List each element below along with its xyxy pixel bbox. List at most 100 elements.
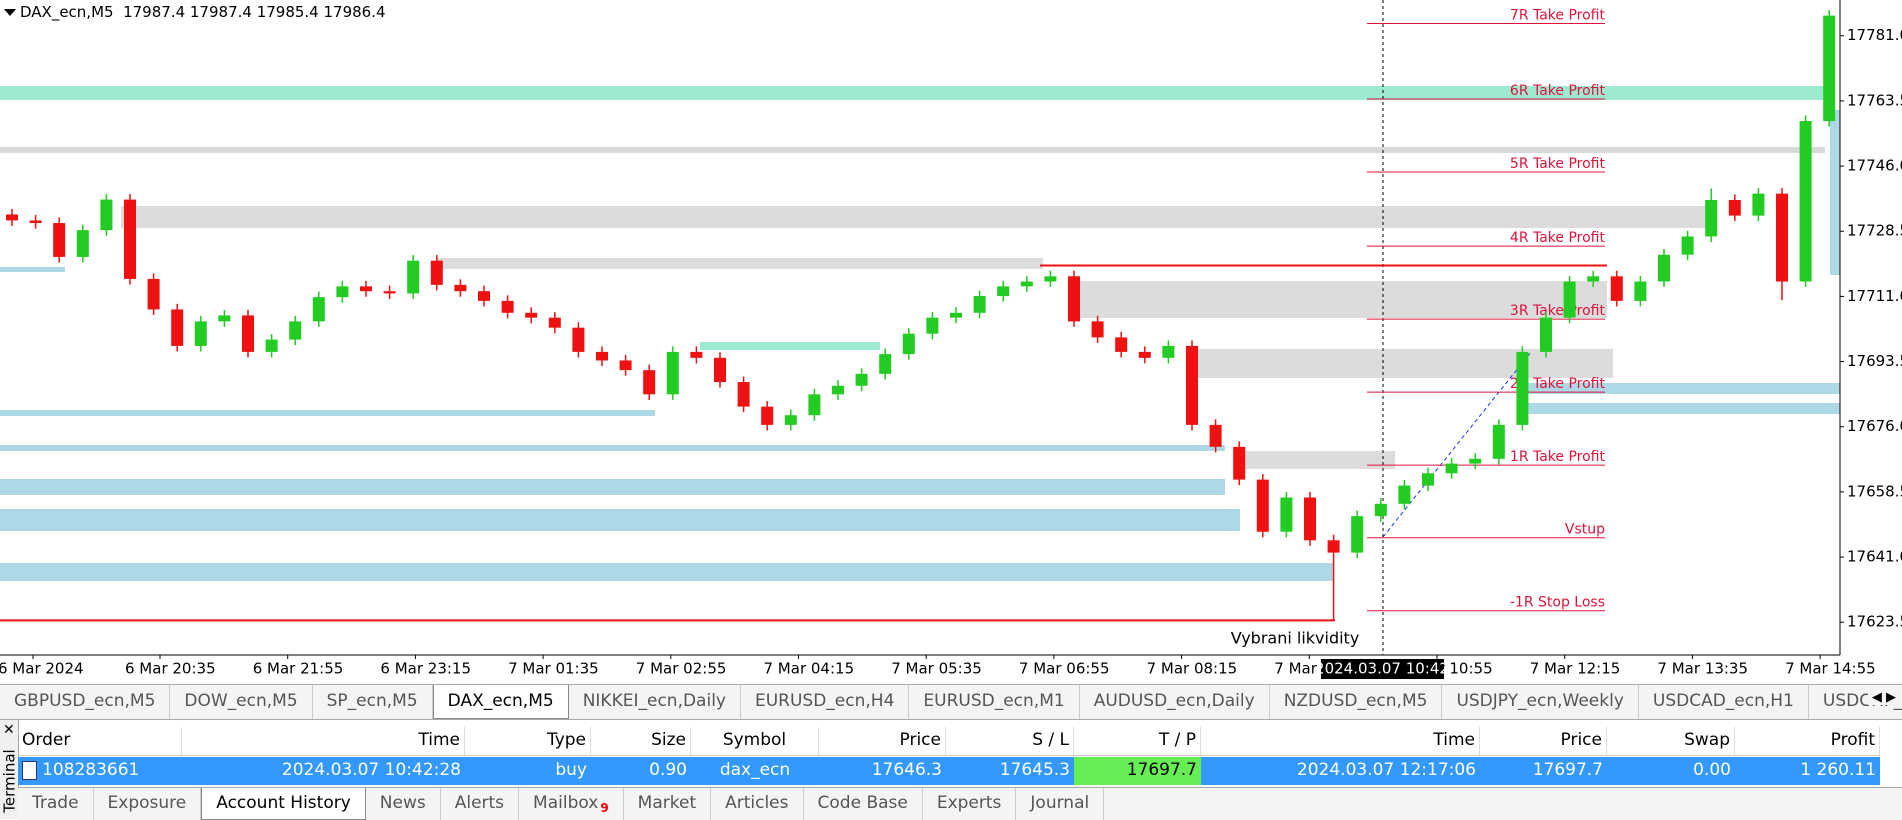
candle-body: [525, 312, 538, 318]
y-tick-label: 17746.0: [1847, 157, 1902, 175]
terminal-tab[interactable]: Market: [624, 788, 712, 820]
annotation: Vybrani likvidity: [1231, 629, 1360, 648]
symbol-tab[interactable]: USDJPY_ecn,Weekly: [1442, 685, 1639, 719]
candle-body: [1209, 424, 1222, 447]
terminal-tab[interactable]: News: [366, 788, 441, 820]
candle-body: [147, 278, 160, 310]
level-label: 5R Take Profit: [1510, 156, 1606, 172]
terminal-tab[interactable]: Code Base: [804, 788, 923, 820]
x-tick-label: 7 Mar 02:55: [636, 660, 727, 678]
candle-body: [1280, 497, 1293, 532]
candle-body: [690, 351, 703, 358]
zone: [700, 342, 880, 350]
level-label: -1R Stop Loss: [1510, 595, 1605, 611]
candle-body: [6, 214, 18, 221]
column-header[interactable]: Time: [1201, 727, 1480, 755]
symbol-tab[interactable]: GBPUSD_ecn,M5: [0, 685, 171, 719]
terminal-tab[interactable]: Exposure: [94, 788, 202, 820]
close-button[interactable]: ✕: [3, 722, 15, 738]
crosshair-time: 2024.03.07 10:42: [1315, 660, 1449, 678]
candle-body: [430, 260, 443, 285]
candle-body: [1422, 473, 1434, 486]
tab-label: Account History: [216, 793, 351, 813]
candle-body: [289, 321, 302, 340]
column-header[interactable]: Symbol: [691, 727, 819, 755]
tab-label: Code Base: [817, 793, 908, 813]
column-header[interactable]: Size: [591, 727, 691, 755]
symbol-tab[interactable]: NIKKEI_ecn,Daily: [569, 685, 741, 719]
candle-body: [1728, 199, 1741, 216]
candle-body: [1492, 424, 1505, 459]
candle-body: [501, 300, 514, 313]
tab-scroll[interactable]: ◀ ▶: [1867, 690, 1896, 705]
symbol-tab[interactable]: DOW_ecn,M5: [170, 685, 313, 719]
column-header[interactable]: Price: [819, 727, 946, 755]
x-tick-label: 6 Mar 2024: [0, 660, 84, 678]
candle-body: [1162, 345, 1175, 358]
terminal-tab[interactable]: Mailbox 9: [519, 788, 624, 820]
terminal-tab[interactable]: Articles: [711, 788, 804, 820]
candle-body: [808, 394, 821, 416]
order-icon: [22, 761, 37, 780]
column-header[interactable]: T / P: [1074, 727, 1201, 755]
level-label: 7R Take Profit: [1510, 7, 1606, 23]
level-label: 1R Take Profit: [1510, 449, 1606, 465]
candle-body: [124, 199, 136, 279]
symbol-tab[interactable]: NZDUSD_ecn,M5: [1270, 685, 1443, 719]
candle-body: [1445, 463, 1458, 474]
column-header[interactable]: Type: [465, 727, 591, 755]
terminal-tab[interactable]: Journal: [1016, 788, 1105, 820]
symbol-tab[interactable]: SP_ecn,M5: [313, 685, 433, 719]
candle-body: [76, 230, 89, 257]
candle-body: [1658, 254, 1670, 282]
column-header[interactable]: Time: [182, 727, 465, 755]
tab-label: Alerts: [454, 793, 505, 813]
candle-body: [1091, 321, 1104, 338]
mail-count: 9: [600, 801, 609, 815]
candle-body: [171, 309, 184, 346]
candle-body: [1540, 317, 1552, 352]
zone: [0, 410, 655, 416]
candle-body: [1516, 351, 1529, 425]
column-header[interactable]: S / L: [946, 727, 1074, 755]
terminal-tab[interactable]: Trade: [18, 788, 94, 820]
x-tick-label: 7 Mar 01:35: [508, 660, 599, 678]
y-tick-label: 17658.5: [1847, 482, 1902, 500]
candle-body: [926, 317, 939, 334]
terminal-tab[interactable]: Account History: [201, 788, 366, 820]
column-header[interactable]: Price: [1480, 727, 1607, 755]
zone: [0, 267, 65, 272]
symbol-tab[interactable]: DAX_ecn,M5: [432, 685, 569, 719]
candle-body: [1138, 351, 1151, 358]
y-tick-label: 17641.0: [1847, 548, 1902, 566]
candle-body: [1799, 121, 1812, 282]
candle-body: [643, 370, 656, 395]
symbol-tab[interactable]: USDCAD_ecn,H1: [1639, 685, 1809, 719]
symbol-tab[interactable]: EURUSD_ecn,M1: [909, 685, 1080, 719]
candle-body: [1398, 485, 1411, 504]
table-cell: 2024.03.07 12:17:06: [1296, 760, 1476, 780]
column-header[interactable]: Profit: [1735, 727, 1880, 755]
candle-body: [1233, 446, 1246, 480]
zone: [0, 563, 1334, 581]
terminal-tabs: Trade Exposure Account History News Alerts Ma…: [18, 787, 1902, 820]
terminal-tab[interactable]: Alerts: [441, 788, 520, 820]
zone: [0, 479, 1225, 495]
table-row[interactable]: 108283661 2024.03.07 10:42:28 buy 0.90 dax_e…: [18, 757, 1880, 785]
tab-label: Market: [637, 793, 697, 813]
terminal-tab[interactable]: Experts: [923, 788, 1017, 820]
table-cell: 17697.7: [1074, 757, 1201, 785]
symbol-tab[interactable]: EURUSD_ecn,H4: [741, 685, 910, 719]
tab-label: Journal: [1030, 793, 1090, 813]
zone: [1080, 281, 1607, 318]
symbol-tab[interactable]: AUDUSD_ecn,Daily: [1080, 685, 1270, 719]
column-header[interactable]: Order: [18, 727, 182, 755]
candle-body: [242, 315, 254, 352]
candle-body: [1634, 281, 1647, 301]
candle-body: [1610, 276, 1623, 301]
candle-body: [194, 321, 207, 346]
candle-body: [666, 351, 679, 395]
column-header[interactable]: Swap: [1607, 727, 1735, 755]
level-label: Vstup: [1565, 522, 1605, 538]
